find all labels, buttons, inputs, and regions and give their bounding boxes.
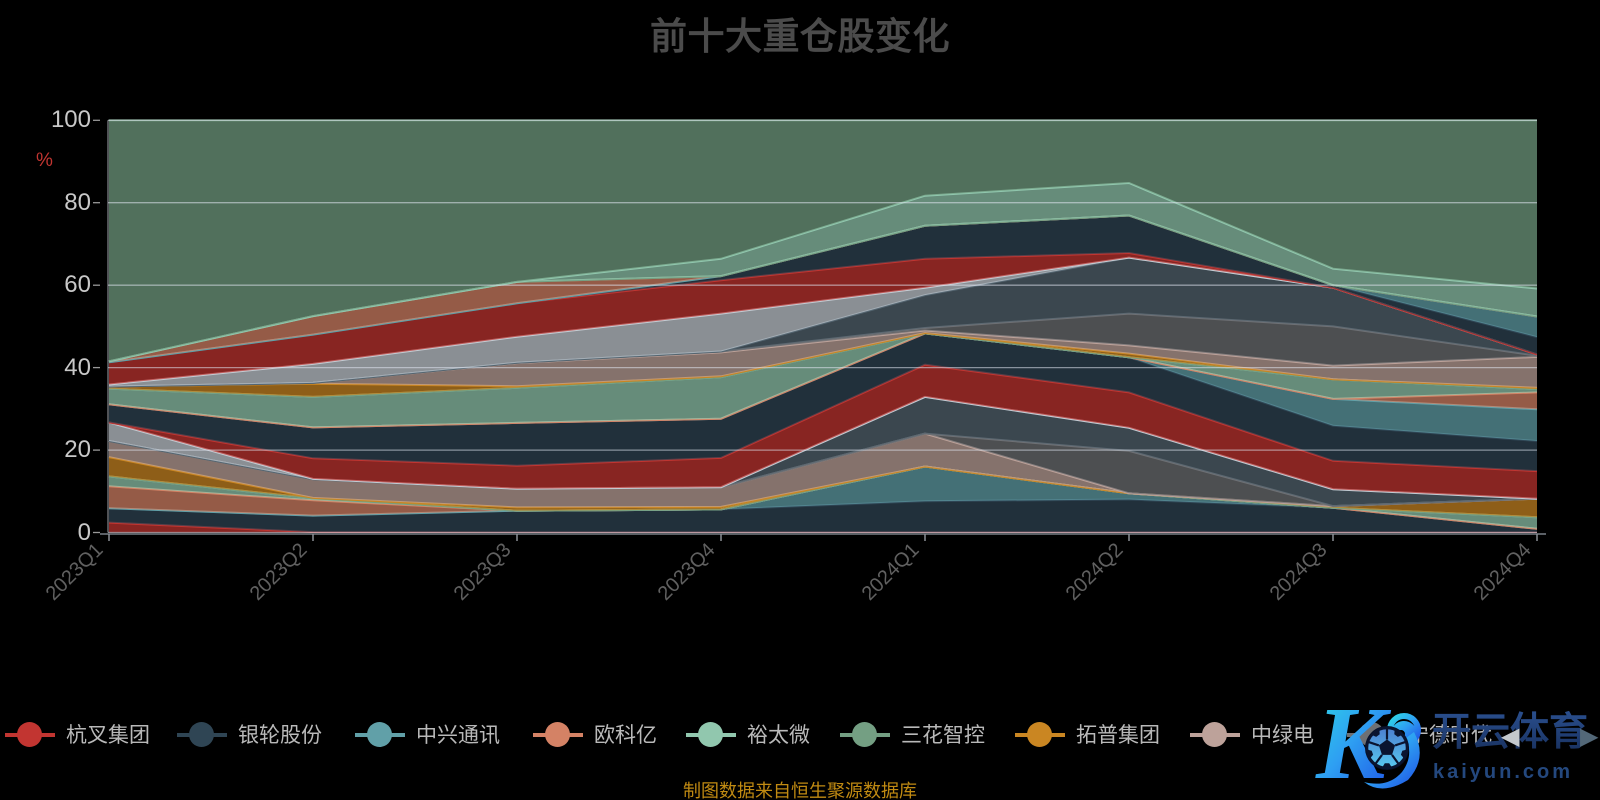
svg-text:kaiyun.com: kaiyun.com [1433, 761, 1573, 783]
svg-text:开云体育: 开云体育 [1432, 711, 1588, 754]
